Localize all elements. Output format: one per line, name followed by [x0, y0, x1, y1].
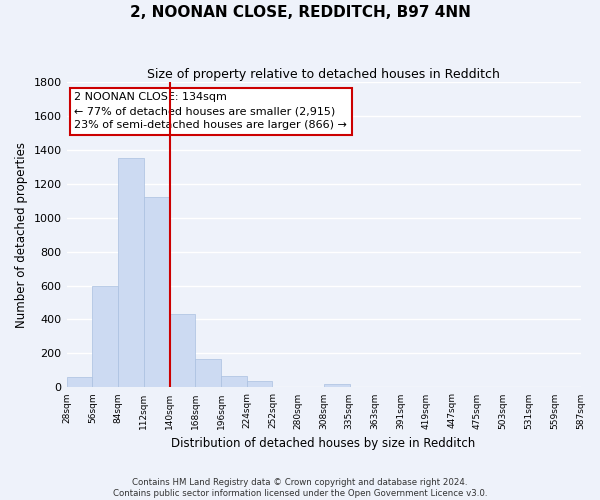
Text: 2 NOONAN CLOSE: 134sqm
← 77% of detached houses are smaller (2,915)
23% of semi-: 2 NOONAN CLOSE: 134sqm ← 77% of detached… [74, 92, 347, 130]
Bar [247, 382, 272, 388]
Bar [221, 376, 247, 388]
X-axis label: Distribution of detached houses by size in Redditch: Distribution of detached houses by size … [172, 437, 476, 450]
Bar [67, 377, 92, 388]
Y-axis label: Number of detached properties: Number of detached properties [15, 142, 28, 328]
Bar [324, 384, 350, 388]
Text: 2, NOONAN CLOSE, REDDITCH, B97 4NN: 2, NOONAN CLOSE, REDDITCH, B97 4NN [130, 5, 470, 20]
Bar [298, 386, 324, 388]
Text: Contains HM Land Registry data © Crown copyright and database right 2024.
Contai: Contains HM Land Registry data © Crown c… [113, 478, 487, 498]
Bar [118, 158, 144, 388]
Bar [195, 358, 221, 388]
Bar [92, 286, 118, 388]
Bar [144, 197, 170, 388]
Title: Size of property relative to detached houses in Redditch: Size of property relative to detached ho… [147, 68, 500, 80]
Bar [170, 314, 195, 388]
Bar [272, 386, 298, 388]
